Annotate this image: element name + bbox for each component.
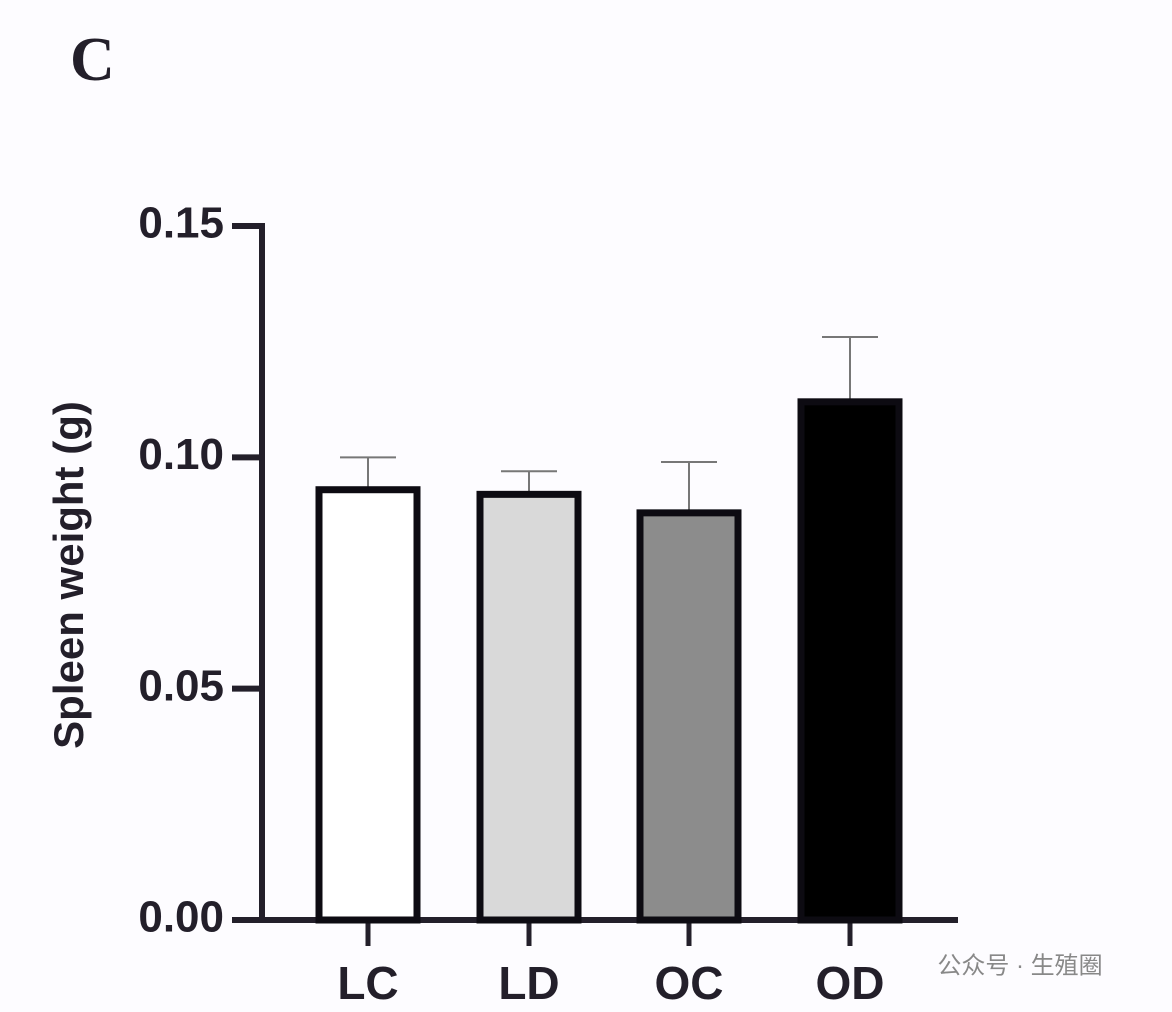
x-tick-label: OD [816,957,885,1009]
panel-label: C [70,26,115,94]
y-tick-label: 0.15 [138,199,224,248]
watermark: 公众号 · 生殖圈 [937,952,1102,979]
y-tick-label: 0.00 [138,893,224,942]
bar [476,490,582,924]
bar [797,398,903,924]
y-axis-label: Spleen weight (g) [45,401,92,749]
x-tick-label: LC [337,957,398,1009]
bar [636,509,742,924]
bar [315,486,421,924]
x-tick-label: OC [655,957,724,1009]
x-tick-label: LD [498,957,559,1009]
y-tick-label: 0.10 [138,430,224,479]
y-tick-label: 0.05 [138,661,224,710]
